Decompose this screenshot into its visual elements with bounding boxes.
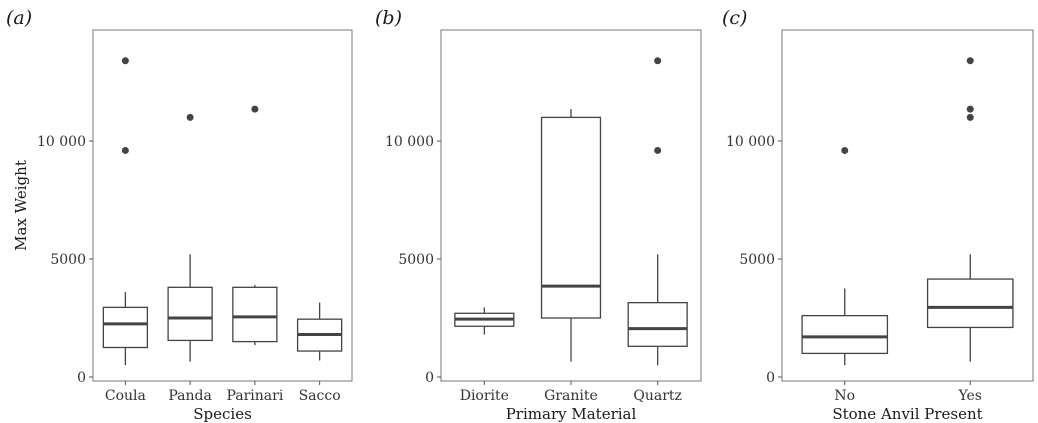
box-iqr [926, 278, 1014, 329]
outlier-point [841, 146, 849, 154]
y-tick-label: 0 [77, 370, 86, 386]
x-axis-title: Species [193, 405, 252, 423]
panel-label: (c) [722, 7, 747, 29]
panel-label: (b) [375, 7, 402, 29]
x-tick-label: Panda [168, 388, 211, 404]
outlier-point [966, 113, 974, 121]
outlier-point [654, 146, 662, 154]
x-axis-title: Primary Material [506, 405, 637, 423]
outlier-point [251, 105, 259, 113]
y-tick-label: 5000 [50, 252, 86, 268]
y-tick-label: 5000 [739, 252, 775, 268]
y-tick-label: 0 [425, 370, 434, 386]
y-axis-title: Max Weight [12, 160, 30, 251]
x-tick-label: Yes [958, 388, 983, 404]
plot-panel-frame [781, 29, 1034, 382]
x-tick-label: Coula [105, 388, 146, 404]
box-iqr [627, 302, 688, 347]
panel-label: (a) [6, 7, 32, 29]
box-iqr [167, 286, 213, 342]
x-tick-label: Granite [544, 388, 598, 404]
y-tick-label: 5000 [398, 252, 434, 268]
outlier-point [966, 105, 974, 113]
plot-panel-frame [92, 29, 353, 382]
box-iqr [102, 306, 149, 349]
box-iqr [232, 286, 278, 343]
x-tick-label: No [834, 388, 855, 404]
y-tick-label: 10 000 [37, 134, 86, 150]
outlier-point [121, 146, 129, 154]
x-tick-label: Parinari [226, 388, 283, 404]
box-iqr [801, 314, 889, 355]
y-tick-label: 10 000 [385, 134, 434, 150]
y-tick-label: 10 000 [726, 134, 775, 150]
y-tick-label: 0 [766, 370, 775, 386]
outlier-point [186, 113, 194, 121]
x-axis-title: Stone Anvil Present [832, 405, 982, 423]
outlier-point [966, 57, 974, 65]
box-iqr [540, 116, 602, 319]
x-tick-label: Quartz [633, 388, 682, 404]
x-tick-label: Sacco [299, 388, 341, 404]
outlier-point [121, 57, 129, 65]
x-tick-label: Diorite [460, 388, 509, 404]
outlier-point [654, 57, 662, 65]
